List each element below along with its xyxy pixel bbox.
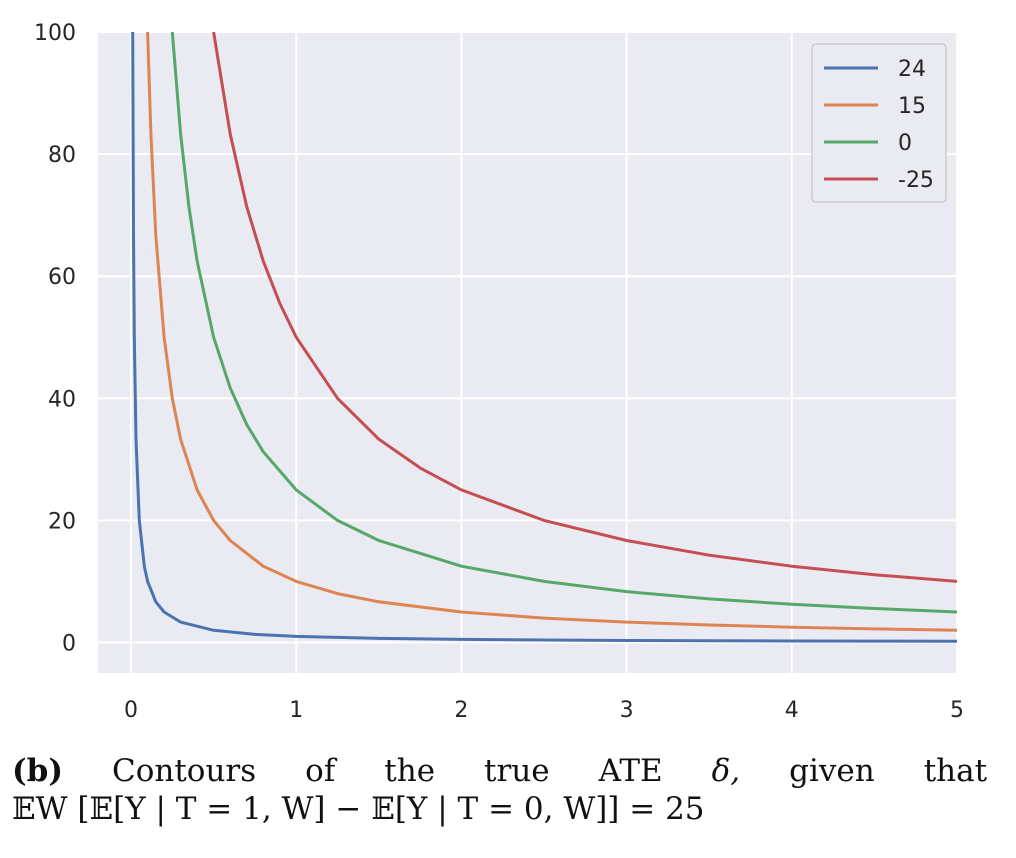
- series-line--25: [212, 32, 957, 583]
- x-tick-label: 4: [785, 698, 799, 723]
- legend-label: 24: [898, 57, 926, 82]
- legend-label: 0: [898, 131, 912, 156]
- y-tick-label: 40: [48, 387, 76, 412]
- caption-word: of: [305, 753, 336, 789]
- x-tick-label: 1: [289, 698, 303, 723]
- caption-word: δ,: [711, 753, 741, 789]
- legend: 24 15 0 -25: [811, 43, 947, 203]
- caption-line-1: (b) Contours of the true ATE δ, given th…: [12, 752, 987, 790]
- y-tick-label: 100: [34, 21, 76, 46]
- y-axis-ticks: 0 20 40 60 80 100: [34, 21, 76, 656]
- series-line-0: [170, 32, 957, 614]
- x-tick-label: 2: [454, 698, 468, 723]
- x-axis-ticks: 0 1 2 3 4 5: [124, 698, 964, 723]
- legend-label: 15: [898, 94, 926, 119]
- legend-label: -25: [898, 168, 934, 193]
- x-tick-label: 3: [620, 698, 634, 723]
- chart: 0 20 40 60 80 100 0 1 2 3 4 5 24 15 0 -25: [34, 21, 964, 723]
- y-tick-label: 0: [62, 631, 76, 656]
- series-line-15: [146, 32, 957, 632]
- y-tick-label: 60: [48, 265, 76, 290]
- y-tick-label: 80: [48, 143, 76, 168]
- caption-label: (b): [12, 753, 64, 789]
- y-tick-label: 20: [48, 509, 76, 534]
- series-line-24: [131, 32, 957, 643]
- caption-word: given: [789, 753, 875, 789]
- legend-box: [811, 43, 947, 203]
- caption-word: the: [384, 753, 436, 789]
- series-lines: [131, 32, 957, 643]
- figure-caption: (b) Contours of the true ATE δ, given th…: [12, 752, 987, 828]
- caption-word: true: [484, 753, 550, 789]
- x-tick-label: 5: [950, 698, 964, 723]
- x-tick-label: 0: [124, 698, 138, 723]
- caption-word: that: [923, 753, 988, 789]
- caption-line-2: 𝔼W [𝔼[Y | T = 1, W] − 𝔼[Y | T = 0, W]] =…: [12, 791, 705, 827]
- caption-word: Contours: [112, 753, 257, 789]
- caption-word: ATE: [598, 753, 663, 789]
